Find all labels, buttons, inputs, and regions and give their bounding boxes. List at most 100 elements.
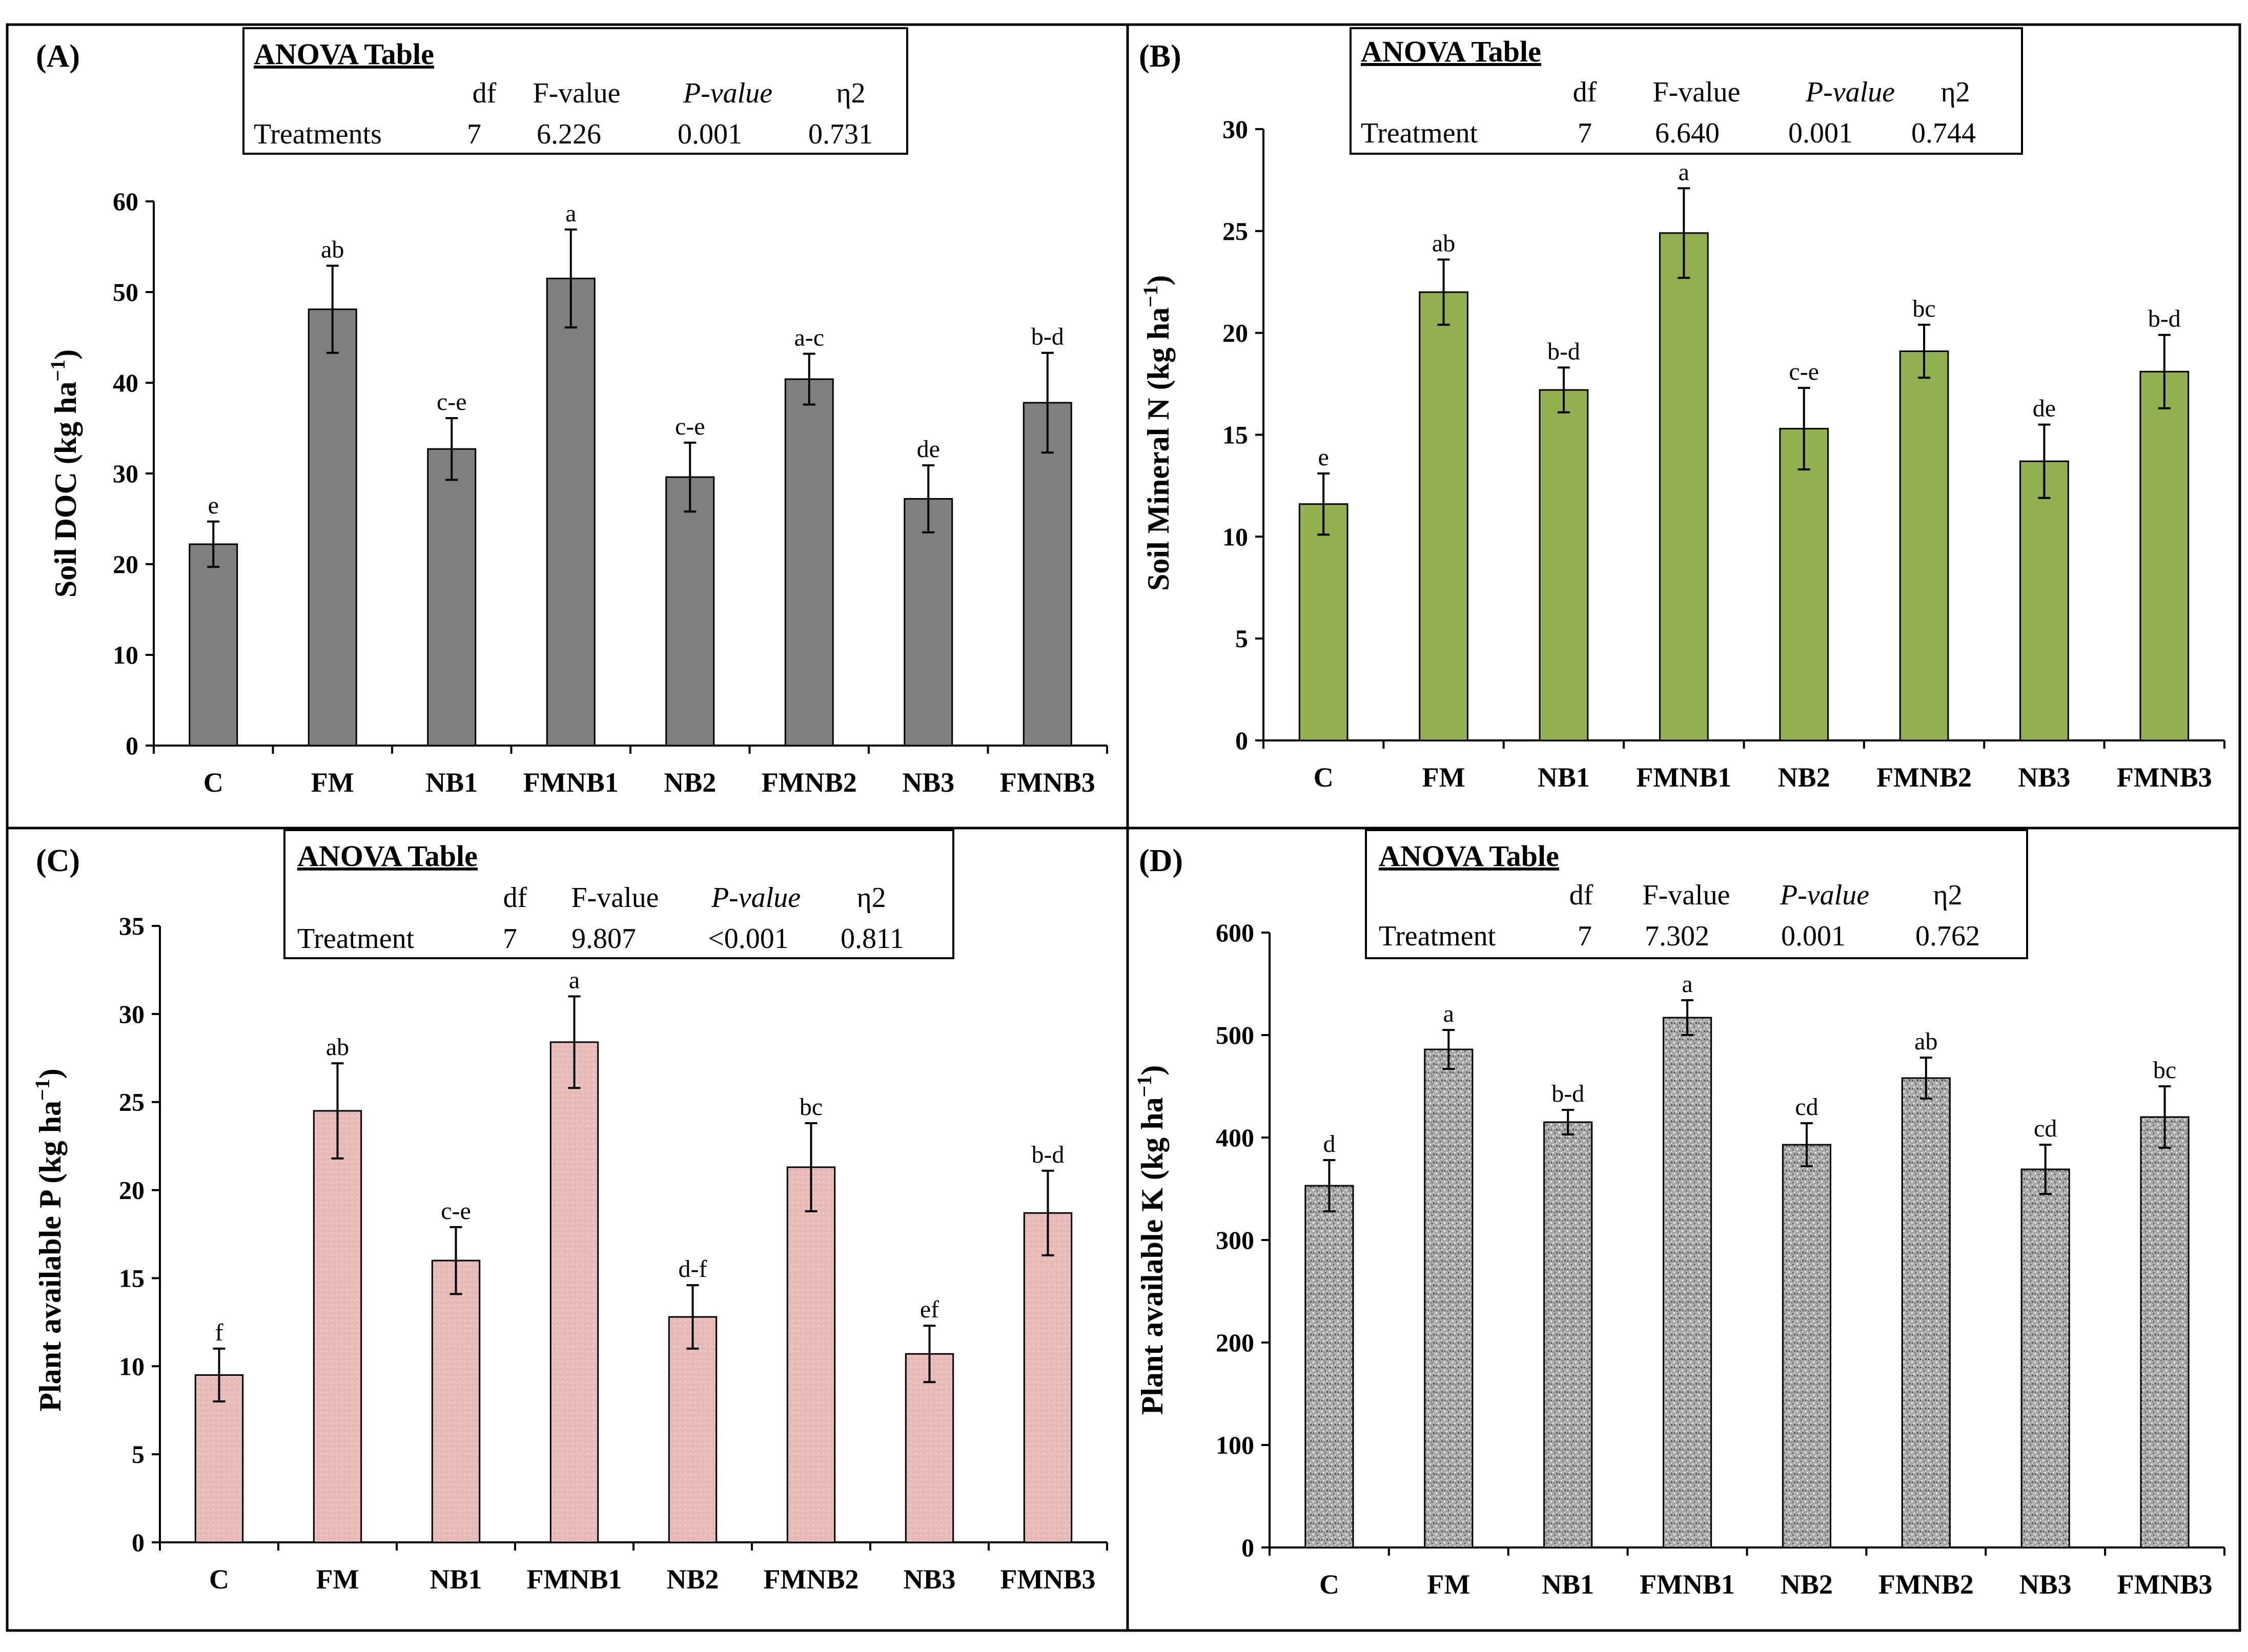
- panel-d-plant-available-k: (D) ANOVA Table df F-value P-value η2 Tr…: [1133, 829, 2225, 1600]
- bar-fm: [1424, 1048, 1474, 1548]
- category-label: NB3: [903, 1564, 955, 1595]
- category-label: C: [1319, 1569, 1339, 1600]
- significance-label: ef: [920, 1296, 939, 1323]
- bar-fm: [313, 1110, 362, 1543]
- bar-nb3: [2020, 1168, 2070, 1548]
- bar-fmnb1: [1662, 1017, 1712, 1548]
- panel-c-plant-available-p: (C) ANOVA Table df F-value P-value η2 Tr…: [31, 829, 1108, 1595]
- bar-fmnb3: [1023, 1212, 1073, 1543]
- significance-label: bc: [800, 1093, 823, 1121]
- significance-label: bc: [1912, 295, 1935, 322]
- panel-b-soil-mineral-n: (B) ANOVA Table df F-value P-value η2 Tr…: [1139, 27, 2225, 793]
- category-label: FM: [316, 1564, 359, 1595]
- y-axis-title: Plant available P (kg ha−1): [31, 1068, 67, 1412]
- panel-letter: (D): [1139, 843, 1183, 878]
- anova-row-fvalue: 9.807: [571, 923, 636, 955]
- y-tick-label: 30: [119, 1000, 145, 1028]
- bar-fmnb2: [1899, 350, 1949, 741]
- category-label: FMNB1: [1636, 762, 1731, 793]
- anova-row-fvalue: 6.640: [1655, 117, 1720, 149]
- significance-label: ab: [321, 236, 344, 263]
- y-tick-label: 400: [1216, 1123, 1254, 1152]
- category-label: NB3: [2018, 762, 2070, 793]
- significance-label: c-e: [441, 1197, 471, 1225]
- anova-row-pvalue: 0.001: [1781, 920, 1846, 952]
- significance-label: a-c: [794, 324, 824, 351]
- significance-label: cd: [2034, 1115, 2057, 1142]
- bar-nb1: [1543, 1121, 1593, 1548]
- y-tick-label: 35: [119, 912, 145, 940]
- y-tick-label: 0: [126, 731, 138, 760]
- bar-fmnb3: [2139, 370, 2190, 741]
- category-label: NB2: [1778, 762, 1830, 793]
- category-label: FMNB3: [2117, 1569, 2213, 1600]
- bar-c: [194, 1374, 244, 1543]
- category-label: C: [203, 767, 223, 798]
- anova-header-df: df: [503, 882, 527, 914]
- anova-header-fvalue: F-value: [571, 882, 659, 914]
- category-label: FMNB2: [1878, 1569, 1974, 1600]
- bar-nb1: [1539, 389, 1589, 741]
- y-tick-label: 5: [132, 1440, 145, 1469]
- bar-fmnb1: [546, 277, 596, 747]
- significance-label: c-e: [1789, 358, 1819, 385]
- significance-label: de: [917, 436, 940, 463]
- significance-label: ab: [326, 1034, 349, 1061]
- bar-nb3: [904, 498, 953, 747]
- y-tick-label: 100: [1216, 1431, 1254, 1459]
- bar-nb3: [905, 1353, 954, 1543]
- anova-row-eta: 0.762: [1915, 920, 1980, 952]
- anova-row-label: Treatments: [254, 118, 382, 150]
- category-label: FM: [311, 767, 354, 798]
- anova-table: ANOVA Table df F-value P-value η2 Treatm…: [283, 829, 954, 959]
- anova-row-fvalue: 6.226: [537, 118, 601, 150]
- category-label: FMNB3: [1000, 1564, 1096, 1595]
- bar-nb2: [1779, 428, 1829, 741]
- anova-title: ANOVA Table: [1361, 35, 1541, 68]
- y-tick-label: 10: [113, 641, 138, 669]
- anova-header-df: df: [473, 77, 497, 109]
- significance-label: a: [1679, 158, 1689, 185]
- anova-header-eta: η2: [1940, 76, 1970, 108]
- significance-label: c-e: [437, 388, 467, 416]
- anova-row-pvalue: <0.001: [708, 923, 789, 955]
- category-label: NB2: [664, 767, 716, 798]
- category-label: FMNB2: [762, 767, 857, 798]
- y-tick-label: 30: [1222, 115, 1248, 143]
- bar-c: [1298, 503, 1348, 741]
- significance-label: a: [565, 200, 576, 227]
- panel-letter: (C): [36, 843, 80, 878]
- y-tick-label: 50: [113, 278, 138, 306]
- y-tick-label: 0: [1241, 1533, 1254, 1562]
- anova-header-pvalue: P-value: [711, 882, 801, 914]
- significance-label: d-f: [679, 1255, 707, 1283]
- anova-header-df: df: [1569, 879, 1593, 911]
- anova-row-df: 7: [1578, 117, 1592, 149]
- y-tick-label: 60: [113, 187, 138, 216]
- significance-label: bc: [2153, 1057, 2176, 1084]
- anova-row-df: 7: [467, 118, 481, 150]
- category-label: NB1: [425, 767, 478, 798]
- significance-label: b-d: [1547, 338, 1580, 365]
- bar-nb2: [668, 1316, 718, 1543]
- significance-label: f: [215, 1319, 223, 1346]
- bar-fm: [308, 308, 357, 747]
- bar-fmnb3: [1023, 402, 1072, 747]
- significance-label: de: [2033, 395, 2056, 422]
- anova-header-fvalue: F-value: [1652, 76, 1740, 108]
- bar-c: [1304, 1185, 1354, 1548]
- anova-table: ANOVA Table df F-value P-value η2 Treatm…: [1350, 27, 2023, 155]
- category-label: FMNB2: [764, 1564, 859, 1595]
- category-label: NB1: [1542, 1569, 1594, 1600]
- anova-row-label: Treatment: [297, 923, 415, 955]
- anova-row-eta: 0.731: [808, 118, 873, 150]
- y-tick-label: 25: [119, 1088, 145, 1117]
- significance-label: a: [569, 966, 580, 994]
- y-tick-label: 15: [1222, 421, 1248, 449]
- bar-c: [189, 543, 238, 747]
- category-label: NB2: [1781, 1569, 1833, 1600]
- significance-label: cd: [1795, 1093, 1818, 1121]
- y-tick-label: 25: [1222, 217, 1248, 245]
- bar-nb1: [427, 448, 477, 747]
